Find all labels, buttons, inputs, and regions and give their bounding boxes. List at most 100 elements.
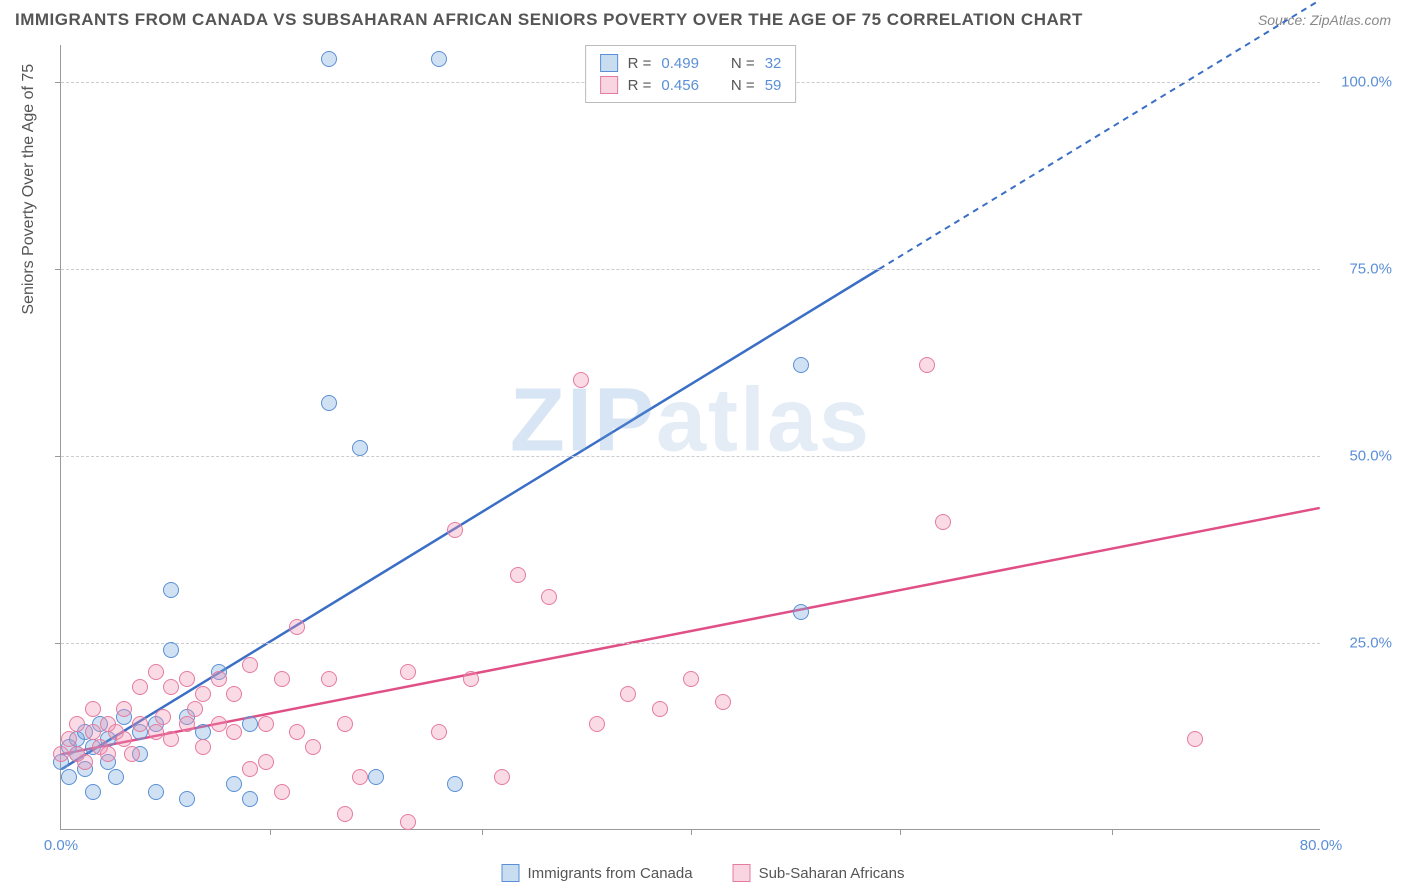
scatter-point — [321, 671, 337, 687]
scatter-point — [116, 701, 132, 717]
y-axis-label: Seniors Poverty Over the Age of 75 — [20, 64, 38, 315]
gridline — [61, 456, 1320, 457]
scatter-point — [242, 791, 258, 807]
scatter-point — [163, 642, 179, 658]
y-tick-label: 50.0% — [1349, 448, 1392, 465]
scatter-point — [77, 754, 93, 770]
scatter-point — [195, 739, 211, 755]
legend-item: Sub-Saharan Africans — [733, 864, 905, 882]
scatter-point — [211, 671, 227, 687]
legend-stats: R = 0.499 N = 32 R = 0.456 N = 59 — [585, 45, 797, 103]
scatter-point — [447, 776, 463, 792]
x-tick-label: 80.0% — [1300, 837, 1343, 854]
scatter-point — [368, 769, 384, 785]
legend-stats-row: R = 0.456 N = 59 — [600, 74, 782, 96]
scatter-point — [793, 604, 809, 620]
scatter-point — [258, 754, 274, 770]
plot-area: ZIPatlas R = 0.499 N = 32 R = 0.456 N = … — [60, 45, 1320, 830]
scatter-point — [179, 716, 195, 732]
scatter-point — [352, 769, 368, 785]
scatter-point — [195, 724, 211, 740]
scatter-point — [321, 395, 337, 411]
scatter-point — [400, 814, 416, 830]
legend-series: Immigrants from Canada Sub-Saharan Afric… — [502, 864, 905, 882]
scatter-point — [226, 686, 242, 702]
scatter-point — [589, 716, 605, 732]
scatter-point — [116, 731, 132, 747]
scatter-point — [69, 716, 85, 732]
scatter-point — [148, 664, 164, 680]
title-bar: IMMIGRANTS FROM CANADA VS SUBSAHARAN AFR… — [15, 10, 1391, 30]
scatter-point — [620, 686, 636, 702]
scatter-point — [85, 784, 101, 800]
x-tick-label: 0.0% — [44, 837, 78, 854]
scatter-point — [61, 769, 77, 785]
chart-title: IMMIGRANTS FROM CANADA VS SUBSAHARAN AFR… — [15, 10, 1083, 30]
y-tick-label: 75.0% — [1349, 261, 1392, 278]
scatter-point — [124, 746, 140, 762]
scatter-point — [337, 716, 353, 732]
y-tick-label: 100.0% — [1341, 74, 1392, 91]
scatter-point — [431, 724, 447, 740]
scatter-point — [100, 746, 116, 762]
scatter-point — [85, 724, 101, 740]
legend-swatch-pink-icon — [733, 864, 751, 882]
scatter-point — [573, 372, 589, 388]
scatter-point — [431, 51, 447, 67]
gridline — [61, 269, 1320, 270]
scatter-point — [793, 357, 809, 373]
legend-swatch-blue-icon — [502, 864, 520, 882]
scatter-point — [163, 679, 179, 695]
scatter-point — [337, 806, 353, 822]
scatter-point — [179, 791, 195, 807]
scatter-point — [108, 769, 124, 785]
scatter-point — [274, 784, 290, 800]
scatter-point — [935, 514, 951, 530]
scatter-point — [494, 769, 510, 785]
scatter-point — [148, 724, 164, 740]
scatter-point — [321, 51, 337, 67]
scatter-point — [352, 440, 368, 456]
legend-item: Immigrants from Canada — [502, 864, 693, 882]
y-tick-label: 25.0% — [1349, 635, 1392, 652]
legend-swatch-blue-icon — [600, 54, 618, 72]
scatter-point — [242, 716, 258, 732]
trend-line — [61, 269, 879, 769]
scatter-point — [400, 664, 416, 680]
scatter-point — [683, 671, 699, 687]
scatter-point — [919, 357, 935, 373]
gridline — [61, 643, 1320, 644]
scatter-point — [132, 716, 148, 732]
scatter-point — [242, 761, 258, 777]
scatter-point — [211, 716, 227, 732]
scatter-point — [195, 686, 211, 702]
trend-lines — [61, 45, 1320, 829]
scatter-point — [155, 709, 171, 725]
scatter-point — [510, 567, 526, 583]
scatter-point — [53, 746, 69, 762]
scatter-point — [274, 671, 290, 687]
scatter-point — [715, 694, 731, 710]
scatter-point — [226, 776, 242, 792]
scatter-point — [85, 701, 101, 717]
legend-stats-row: R = 0.499 N = 32 — [600, 52, 782, 74]
scatter-point — [132, 679, 148, 695]
scatter-point — [463, 671, 479, 687]
scatter-point — [163, 582, 179, 598]
scatter-point — [1187, 731, 1203, 747]
scatter-point — [541, 589, 557, 605]
scatter-point — [305, 739, 321, 755]
scatter-point — [289, 619, 305, 635]
scatter-point — [187, 701, 203, 717]
scatter-point — [163, 731, 179, 747]
scatter-point — [148, 784, 164, 800]
scatter-point — [179, 671, 195, 687]
scatter-point — [447, 522, 463, 538]
scatter-point — [226, 724, 242, 740]
scatter-point — [258, 716, 274, 732]
scatter-point — [652, 701, 668, 717]
scatter-point — [61, 731, 77, 747]
trend-line-dashed — [879, 0, 1319, 269]
legend-swatch-pink-icon — [600, 76, 618, 94]
scatter-point — [289, 724, 305, 740]
